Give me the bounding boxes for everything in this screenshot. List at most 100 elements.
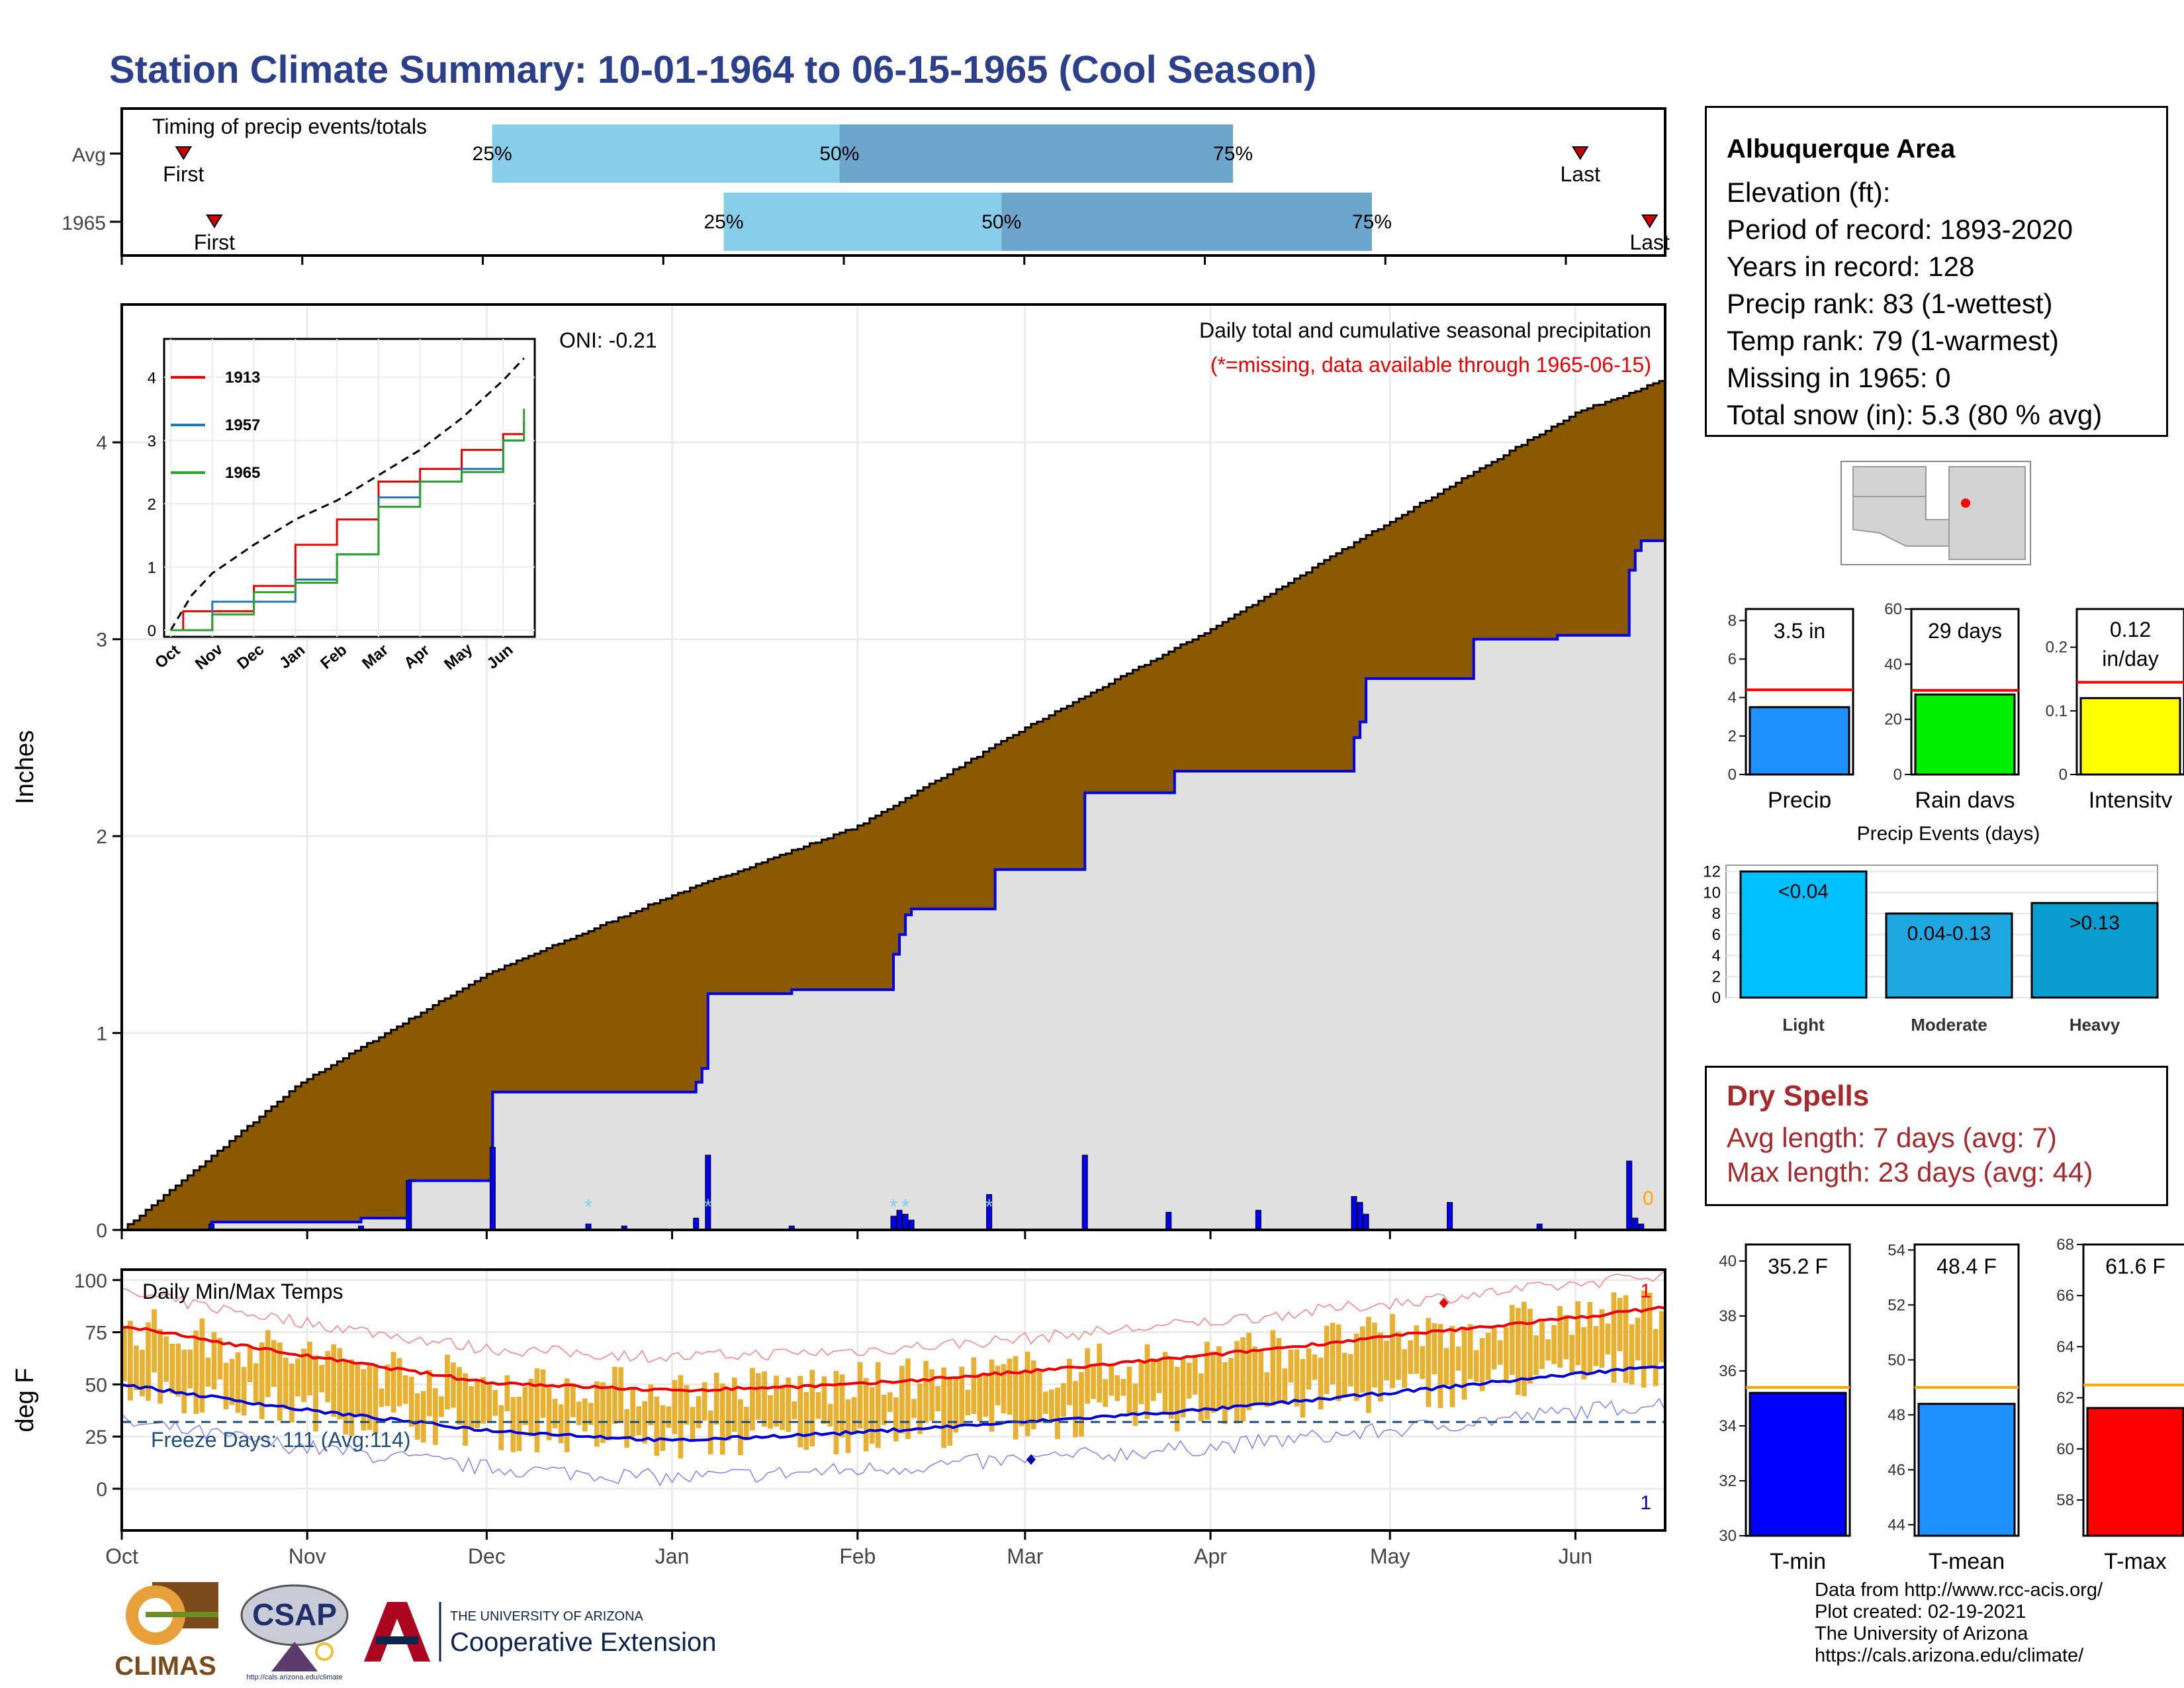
daily-temp-bar: [1162, 1352, 1168, 1415]
daily-temp-bar: [343, 1359, 349, 1434]
precip-y-label: 4: [96, 432, 107, 454]
daily-temp-bar: [947, 1376, 953, 1446]
summary-name-label: T-min: [1770, 1549, 1826, 1574]
daily-temp-bar: [211, 1332, 217, 1389]
daily-temp-bar: [707, 1410, 713, 1455]
daily-temp-bar: [1522, 1301, 1527, 1397]
daily-temp-bar: [1205, 1342, 1210, 1420]
timing-row-label: Avg: [72, 144, 106, 166]
daily-temp-bar: [971, 1357, 977, 1414]
daily-temp-bar: [684, 1385, 690, 1425]
daily-temp-bar: [953, 1378, 959, 1433]
month-label: Apr: [1194, 1544, 1227, 1568]
daily-temp-bar: [193, 1330, 199, 1415]
record-high-count: 1: [1640, 1280, 1651, 1302]
station-location-marker: [1961, 498, 1970, 508]
events-bar-light: [1739, 870, 1868, 999]
daily-precip-bar: [1165, 1211, 1172, 1231]
precip-frame: [120, 303, 1666, 1231]
daily-temp-bar: [833, 1371, 839, 1454]
daily-temp-bar: [1485, 1333, 1491, 1380]
daily-temp-bar: [1473, 1350, 1479, 1382]
daily-temp-bar: [863, 1378, 869, 1452]
events-bar-moderate: [1885, 912, 2013, 999]
daily-temp-bar: [1330, 1323, 1336, 1385]
daily-temp-bar: [451, 1362, 456, 1408]
daily-precip-bar: [693, 1217, 700, 1231]
daily-temp-bar: [1527, 1309, 1533, 1384]
summary-bar-intensity: [2079, 697, 2181, 776]
daily-temp-bar: [719, 1383, 725, 1455]
daily-temp-bar: [408, 1376, 414, 1427]
daily-temp-bar: [1551, 1325, 1557, 1364]
daily-temp-bar: [1396, 1331, 1401, 1380]
temp-chart: 0 25 50 75 100 deg F Oct Nov Dec Jan Feb Mar Apr May J…: [11, 1268, 1666, 1568]
daily-temp-bar: [762, 1371, 767, 1427]
daily-temp-bar: [283, 1357, 289, 1409]
daily-temp-bar: [385, 1364, 390, 1407]
ua-extension-logo: THE UNIVERSITY OF ARIZONA Cooperative Ex…: [364, 1602, 716, 1662]
daily-temp-bar: [1635, 1317, 1641, 1361]
daily-precip-bar: [1632, 1217, 1639, 1231]
timing-p25-label: 25%: [704, 211, 743, 233]
station-name: Albuquerque Area: [1727, 134, 1956, 164]
timing-last-marker: [1641, 214, 1659, 228]
daily-temp-bar: [1539, 1319, 1545, 1370]
daily-temp-bar: [247, 1346, 253, 1383]
daily-temp-bar: [660, 1405, 666, 1451]
daily-precip-bar: [1351, 1196, 1357, 1231]
daily-temp-bar: [169, 1343, 175, 1394]
summary-y-label: 58: [2056, 1491, 2074, 1509]
timing-p50-label: 50%: [819, 143, 859, 165]
daily-temp-bar: [259, 1342, 265, 1419]
daily-temp-bar: [1103, 1379, 1109, 1407]
inset-line-1913: [171, 421, 525, 632]
daily-temp-bar: [1461, 1327, 1467, 1400]
daily-temp-bar: [1360, 1326, 1365, 1393]
daily-temp-bar: [1156, 1360, 1162, 1393]
timing-bar-upper: [839, 124, 1234, 183]
summary-y-label: 62: [2056, 1389, 2074, 1407]
daily-temp-bar: [331, 1344, 337, 1417]
daily-temp-bar: [690, 1407, 696, 1442]
daily-temp-bar: [995, 1366, 1001, 1405]
daily-temp-bar: [396, 1358, 402, 1407]
summary-name-label: Intensity: [2089, 788, 2173, 808]
daily-temp-bar: [672, 1380, 678, 1434]
summary-value-label: 3.5 in: [1774, 619, 1825, 643]
daily-temp-bar: [827, 1403, 833, 1427]
daily-temp-bar: [534, 1368, 540, 1452]
daily-temp-bar: [445, 1354, 450, 1410]
daily-temp-bar: [1198, 1373, 1204, 1422]
daily-temp-bar: [1132, 1383, 1138, 1427]
daily-temp-bar: [152, 1309, 157, 1373]
daily-temp-bar: [1085, 1348, 1090, 1404]
events-y-label: 8: [1712, 905, 1721, 923]
daily-temp-bar: [163, 1336, 169, 1382]
daily-temp-bar: [1264, 1372, 1270, 1407]
summary-y-label: 64: [2056, 1338, 2074, 1356]
daily-temp-bar: [122, 1329, 127, 1382]
inset-legend-label: 1957: [225, 416, 260, 434]
daily-temp-bar: [420, 1391, 426, 1443]
daily-temp-bar: [1611, 1292, 1617, 1383]
daily-temp-bar: [1288, 1349, 1294, 1383]
temp-y-label: 100: [74, 1270, 107, 1292]
daily-temp-bar: [516, 1396, 522, 1452]
daily-temp-bar: [1587, 1301, 1593, 1373]
daily-temp-bar: [983, 1373, 989, 1417]
daily-temp-bar: [648, 1384, 654, 1425]
month-label: Jan: [655, 1544, 690, 1568]
daily-temp-bar: [839, 1374, 845, 1438]
daily-temp-bar: [1557, 1305, 1563, 1368]
temp-chart-label: Daily Min/Max Temps: [142, 1280, 343, 1303]
daily-temp-bar: [379, 1388, 385, 1407]
summary-y-label: 68: [2056, 1236, 2074, 1254]
daily-temp-bar: [498, 1405, 504, 1450]
summary-y-label: 0.1: [2046, 702, 2068, 720]
daily-temp-bar: [540, 1369, 546, 1418]
daily-temp-bar: [618, 1367, 623, 1423]
daily-temp-bar: [1479, 1338, 1485, 1391]
daily-temp-bar: [265, 1330, 271, 1397]
daily-temp-bar: [295, 1358, 300, 1397]
